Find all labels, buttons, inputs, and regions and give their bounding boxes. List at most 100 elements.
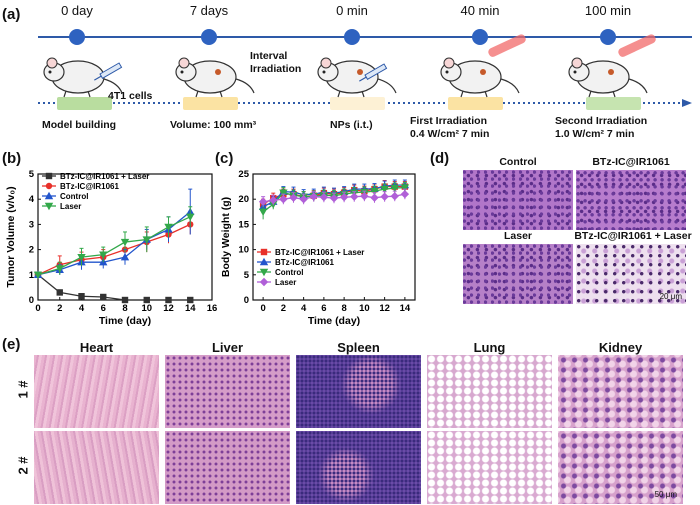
timeline-time-1: 7 days bbox=[189, 3, 229, 18]
series-line bbox=[37, 211, 191, 276]
data-point bbox=[187, 296, 194, 304]
mouse-icon bbox=[440, 57, 520, 98]
data-point bbox=[165, 296, 172, 304]
data-point bbox=[339, 192, 349, 202]
organ-image-lung-2 bbox=[427, 431, 552, 504]
organ-image-kidney-1 bbox=[558, 355, 683, 428]
data-point bbox=[380, 185, 389, 194]
series-3 bbox=[33, 206, 195, 279]
series-0 bbox=[34, 271, 194, 304]
data-point bbox=[400, 184, 410, 192]
legend-label: Laser bbox=[60, 202, 81, 211]
legend-entry-1: BTz-IC@IR1061 bbox=[42, 182, 119, 191]
data-point bbox=[258, 208, 268, 216]
data-point bbox=[55, 265, 64, 273]
y-tick-label: 0 bbox=[29, 295, 34, 306]
x-tick-label: 8 bbox=[341, 303, 346, 314]
legend-marker bbox=[45, 172, 53, 180]
histo-title-btz-laser: BTz-IC@IR1061 + Laser bbox=[574, 230, 692, 242]
data-point bbox=[279, 195, 288, 204]
histo-title-btz: BTz-IC@IR1061 bbox=[592, 156, 670, 168]
data-point bbox=[370, 187, 379, 196]
organ-title-spleen: Spleen bbox=[337, 340, 380, 355]
legend-entry-0: BTz-IC@IR1061 + Laser bbox=[257, 248, 364, 257]
organ-title-heart: Heart bbox=[79, 340, 114, 355]
mouse-icon bbox=[568, 57, 648, 98]
data-point bbox=[100, 293, 107, 301]
x-tick-label: 16 bbox=[207, 303, 218, 314]
caption-first-irradiation: First Irradiation 0.4 W/cm² 7 min bbox=[410, 115, 490, 140]
legend-label: BTz-IC@IR1061 + Laser bbox=[60, 172, 149, 181]
data-point bbox=[269, 196, 278, 205]
stage-bar-3 bbox=[448, 97, 503, 110]
y-tick-label: 3 bbox=[29, 219, 34, 230]
stage-bar-0 bbox=[57, 97, 112, 110]
y-tick-label: 25 bbox=[238, 169, 249, 180]
data-point bbox=[350, 192, 359, 201]
legend-entry-0: BTz-IC@IR1061 + Laser bbox=[42, 172, 149, 181]
legend-marker bbox=[259, 277, 269, 287]
data-point bbox=[400, 189, 410, 199]
caption-model-building: Model building bbox=[42, 119, 117, 131]
data-point bbox=[390, 184, 399, 193]
legend-entry-3: Laser bbox=[257, 277, 296, 287]
interval-irradiation-label: Interval Irradiation bbox=[250, 50, 302, 75]
data-point bbox=[143, 296, 150, 304]
organ-image-kidney-2: 50 μm bbox=[558, 431, 683, 504]
laser-beam-icon bbox=[618, 34, 656, 57]
legend-label: Control bbox=[60, 192, 88, 201]
organ-image-heart-1 bbox=[34, 355, 159, 428]
arrow-head-icon bbox=[682, 99, 692, 107]
panel-label-e: (e) bbox=[2, 336, 21, 353]
y-tick-label: 15 bbox=[238, 219, 249, 230]
timeline-graphic bbox=[38, 29, 692, 110]
timeline-dot-3 bbox=[472, 29, 488, 45]
data-point bbox=[309, 192, 318, 201]
timeline-dot-2 bbox=[344, 29, 360, 45]
mouse-icon bbox=[175, 57, 255, 98]
caption-nps: NPs (i.t.) bbox=[330, 119, 373, 131]
data-point bbox=[370, 193, 379, 202]
syringe-icon bbox=[94, 62, 123, 81]
legend-label: BTz-IC@IR1061 + Laser bbox=[275, 248, 364, 257]
row-label-2: 2 # bbox=[15, 456, 31, 475]
series-line bbox=[37, 274, 191, 301]
legend-marker bbox=[259, 268, 269, 277]
data-point bbox=[279, 189, 288, 197]
data-point bbox=[299, 195, 308, 204]
x-tick-label: 10 bbox=[359, 303, 370, 314]
timeline-time-0: 0 day bbox=[61, 3, 93, 18]
data-point bbox=[56, 289, 63, 296]
timeline-dot-1 bbox=[201, 29, 217, 45]
x-tick-label: 8 bbox=[122, 303, 127, 314]
caption-second-irradiation: Second Irradiation 1.0 W/cm² 7 min bbox=[555, 115, 648, 140]
x-tick-label: 6 bbox=[321, 303, 326, 314]
timeline-time-3: 40 min bbox=[460, 3, 500, 18]
data-point bbox=[121, 296, 129, 304]
body-weight-chart: 0 2 4 6 8 10 12 14 0 5 10 15 20 25 Time (day) Body Weig… bbox=[220, 169, 416, 327]
stage-bar-4 bbox=[586, 97, 641, 110]
series-line bbox=[37, 223, 191, 276]
x-tick-label: 2 bbox=[57, 303, 62, 314]
x-tick-label: 0 bbox=[260, 303, 265, 314]
panel-label-a: (a) bbox=[2, 6, 21, 23]
organ-title-lung: Lung bbox=[473, 340, 506, 355]
panel-label-d: (d) bbox=[430, 150, 450, 167]
data-point bbox=[120, 252, 130, 261]
legend-marker bbox=[260, 248, 268, 256]
histology-image-laser bbox=[463, 244, 573, 304]
x-axis-label: Time (day) bbox=[99, 315, 151, 327]
organ-title-kidney: Kidney bbox=[598, 340, 643, 355]
x-tick-label: 14 bbox=[400, 303, 411, 314]
legend-marker bbox=[44, 202, 54, 211]
x-tick-label: 6 bbox=[101, 303, 106, 314]
x-tick-label: 10 bbox=[141, 303, 152, 314]
legend-entry-2: Control bbox=[257, 268, 303, 277]
y-tick-label: 5 bbox=[244, 270, 250, 281]
data-point bbox=[258, 197, 268, 206]
stage-bar-2 bbox=[330, 97, 385, 110]
laser-beam-icon bbox=[488, 34, 526, 57]
plot-frame bbox=[252, 173, 416, 301]
y-tick-label: 0 bbox=[244, 295, 249, 306]
y-tick-label: 10 bbox=[238, 245, 249, 256]
